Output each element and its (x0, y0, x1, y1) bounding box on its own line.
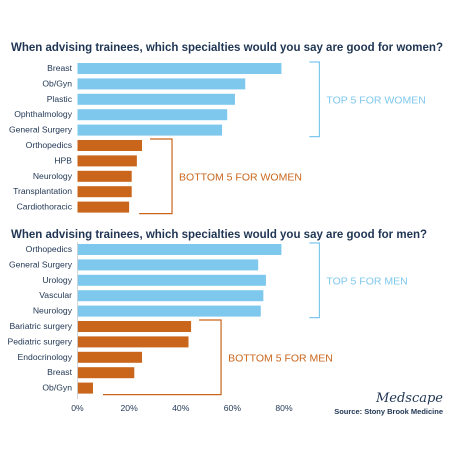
category-label-ob-gyn: Ob/Gyn (42, 383, 72, 393)
bracket-bottom-5-for-men (102, 319, 222, 396)
medscape-logo: Medscape (375, 391, 443, 406)
group-label-top-5-for-men: TOP 5 FOR MEN (326, 275, 407, 287)
category-label-general-surgery: General Surgery (9, 259, 73, 269)
bar-urology (77, 274, 266, 286)
group-label-bottom-5-for-women: BOTTOM 5 FOR WOMEN (179, 171, 302, 183)
category-label-orthopedics: Orthopedics (26, 140, 72, 150)
category-label-ophthalmology: Ophthalmology (14, 109, 73, 119)
bar-general-surgery (77, 259, 259, 271)
category-label-transplantation: Transplantation (13, 186, 72, 196)
x-tick-label-20: 20% (121, 403, 139, 413)
bar-neurology (77, 170, 132, 182)
x-tick-label-80: 80% (275, 403, 293, 413)
chart-title-2: When advising trainees, which specialtie… (11, 229, 427, 241)
bar-hpb (77, 155, 137, 167)
category-label-pediatric-surgery: Pediatric surgery (8, 336, 73, 346)
bracket-bottom-5-for-women (139, 138, 173, 215)
chart-title-1: When advising trainees, which specialtie… (11, 42, 443, 54)
bar-vascular (77, 290, 264, 302)
bar-ob-gyn (77, 382, 93, 394)
bar-ob-gyn (77, 78, 246, 90)
bar-ophthalmology (77, 109, 228, 121)
bar-breast (77, 63, 282, 74)
bar-neurology (77, 305, 261, 317)
source-note: Source: Stony Brook Medicine (334, 407, 443, 416)
bar-orthopedics (77, 244, 282, 255)
group-label-bottom-5-for-men: BOTTOM 5 FOR MEN (228, 352, 333, 364)
bar-orthopedics (77, 140, 143, 151)
category-label-breast: Breast (47, 63, 72, 73)
category-label-bariatric-surgery: Bariatric surgery (9, 321, 72, 331)
bar-breast (77, 367, 135, 379)
bracket-top-5-for-women (309, 61, 321, 138)
category-label-ob-gyn: Ob/Gyn (42, 78, 72, 88)
bar-cardiothoracic (77, 201, 130, 213)
category-label-plastic: Plastic (47, 94, 73, 104)
x-tick-label-60: 60% (224, 403, 242, 413)
bar-general-surgery (77, 124, 223, 136)
category-label-orthopedics: Orthopedics (26, 244, 72, 254)
bar-plastic (77, 93, 235, 105)
bar-transplantation (77, 186, 132, 198)
category-label-breast: Breast (47, 367, 72, 377)
category-label-vascular: Vascular (39, 290, 72, 300)
category-label-neurology: Neurology (33, 306, 73, 316)
bracket-top-5-for-men (309, 242, 321, 319)
group-label-top-5-for-women: TOP 5 FOR WOMEN (326, 94, 425, 106)
category-label-hpb: HPB (54, 155, 72, 165)
category-label-endocrinology: Endocrinology (18, 352, 73, 362)
x-tick-label-0: 0% (71, 403, 84, 413)
x-tick-label-40: 40% (172, 403, 190, 413)
category-label-cardiothoracic: Cardiothoracic (17, 202, 73, 212)
bar-pediatric-surgery (77, 336, 189, 348)
bar-bariatric-surgery (77, 321, 192, 332)
category-label-general-surgery: General Surgery (9, 125, 73, 135)
category-label-neurology: Neurology (33, 171, 73, 181)
category-label-urology: Urology (42, 275, 72, 285)
bar-endocrinology (77, 351, 143, 363)
